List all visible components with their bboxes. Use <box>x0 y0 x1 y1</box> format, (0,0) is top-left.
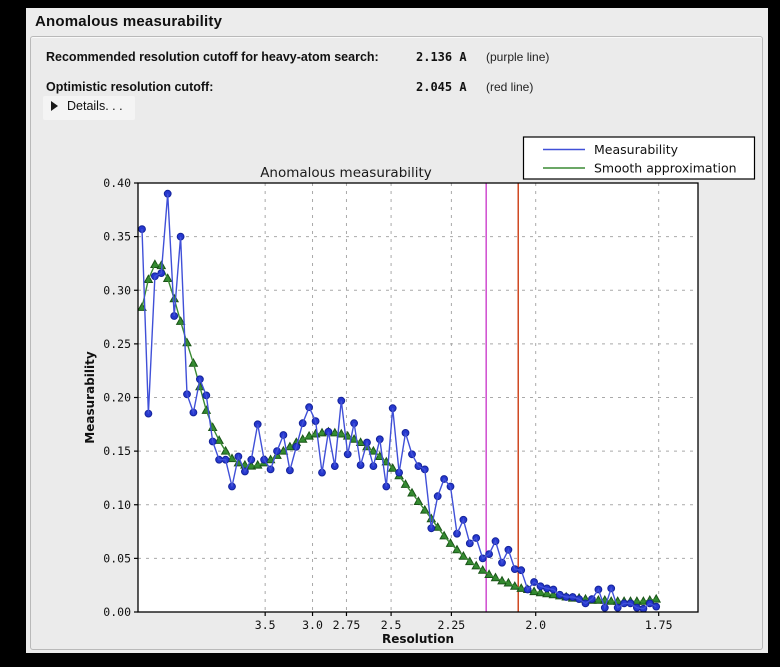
x-tick-label: 2.75 <box>333 618 361 632</box>
legend-box <box>522 136 756 180</box>
legend: Measurability Smooth approximation <box>522 136 756 180</box>
y-tick-label: 0.10 <box>103 498 131 512</box>
y-tick-label: 0.05 <box>103 551 131 565</box>
optimistic-cutoff-label: Optimistic resolution cutoff: <box>46 80 214 94</box>
y-tick-label: 0.00 <box>103 605 131 619</box>
legend-entry-label: Smooth approximation <box>594 161 737 176</box>
recommended-cutoff-row: Recommended resolution cutoff for heavy-… <box>31 50 762 68</box>
y-tick-label: 0.20 <box>103 391 131 405</box>
legend-entry-label: Measurability <box>594 142 679 157</box>
x-tick-label: 3.0 <box>302 618 323 632</box>
x-tick-label: 1.75 <box>645 618 673 632</box>
optimistic-cutoff-row: Optimistic resolution cutoff: 2.045 A (r… <box>31 80 762 98</box>
measurability-chart: 0.00 0.05 0.10 0.15 0.20 0.25 0.30 0.35 0.40 3.5 3… <box>83 136 756 646</box>
y-tick-label: 0.35 <box>103 230 131 244</box>
y-tick-label: 0.30 <box>103 283 131 297</box>
x-tick-label: 2.0 <box>525 618 546 632</box>
y-axis-label: Measurability <box>83 351 97 444</box>
chart-title: Anomalous measurability <box>260 165 432 181</box>
details-disclosure[interactable]: Details. . . <box>43 96 135 120</box>
series-line <box>141 193 657 610</box>
x-axis-label: Resolution <box>382 632 454 646</box>
x-tick-label: 2.25 <box>438 618 466 632</box>
y-tick-label: 0.25 <box>103 337 131 351</box>
y-tick-label: 0.15 <box>103 444 131 458</box>
recommended-cutoff-label: Recommended resolution cutoff for heavy-… <box>46 50 379 64</box>
page-title: Anomalous measurability <box>35 13 223 30</box>
disclosure-triangle-icon <box>51 101 58 111</box>
content-groupbox: Recommended resolution cutoff for heavy-… <box>30 36 763 650</box>
x-tick-label: 2.5 <box>381 618 402 632</box>
recommended-cutoff-value: 2.136 A <box>416 50 467 64</box>
optimistic-cutoff-note: (red line) <box>486 80 534 94</box>
optimistic-cutoff-value: 2.045 A <box>416 80 467 94</box>
anomalous-measurability-panel: Anomalous measurability Recommended reso… <box>26 8 768 653</box>
recommended-cutoff-note: (purple line) <box>486 50 550 64</box>
smooth-point <box>651 593 662 603</box>
y-tick-label: 0.40 <box>103 176 131 190</box>
details-label: Details. . . <box>67 99 123 113</box>
x-tick-label: 3.5 <box>255 618 276 632</box>
